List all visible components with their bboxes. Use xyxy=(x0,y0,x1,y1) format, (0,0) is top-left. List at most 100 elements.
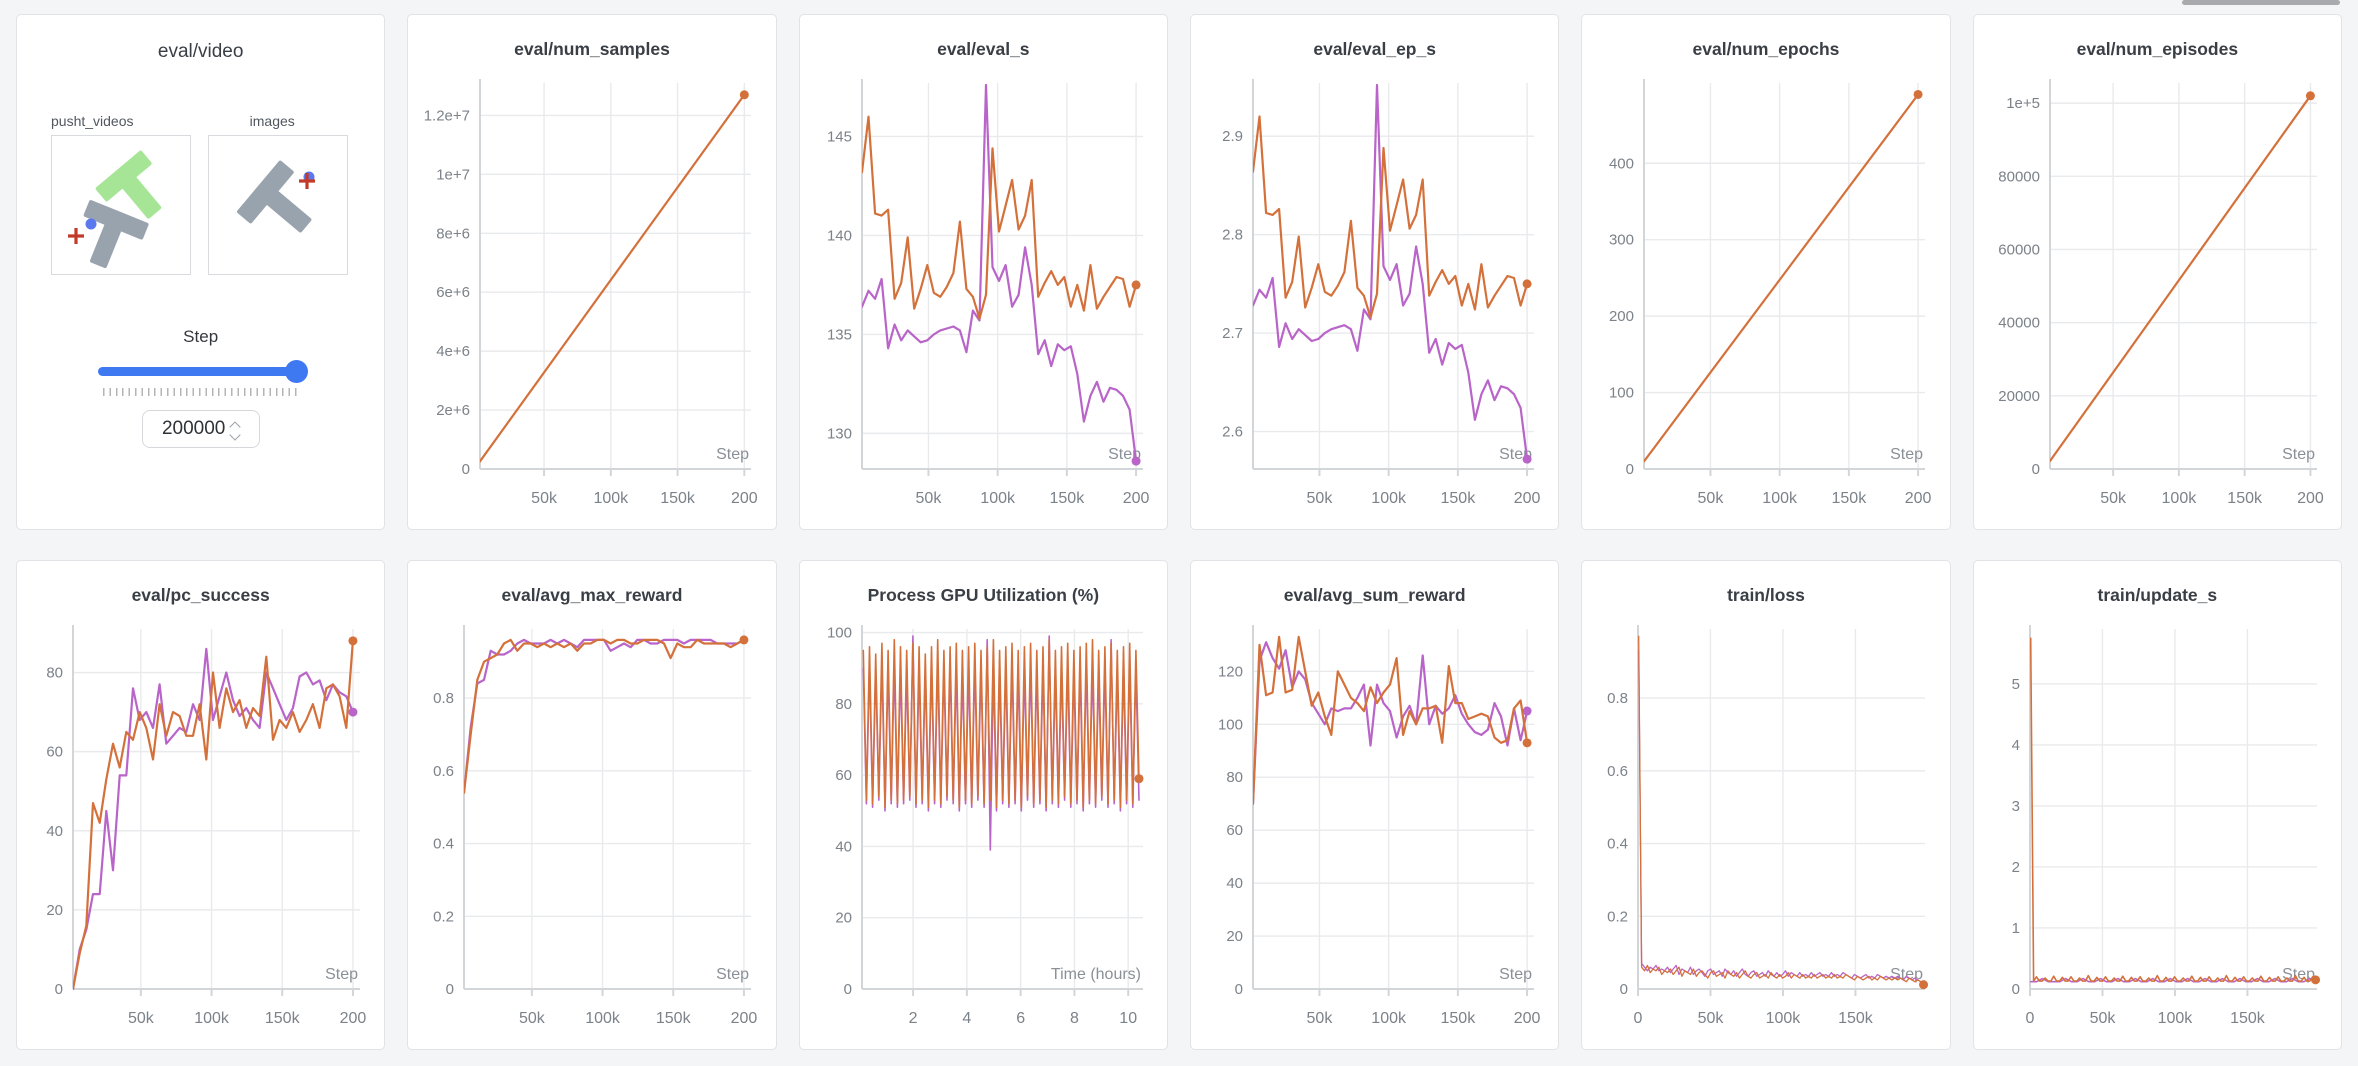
svg-text:140: 140 xyxy=(827,227,852,244)
svg-text:80: 80 xyxy=(1226,769,1243,786)
svg-text:40: 40 xyxy=(46,823,63,840)
step-slider-ticks xyxy=(102,388,299,396)
svg-text:Step: Step xyxy=(1890,446,1923,463)
svg-text:6e+6: 6e+6 xyxy=(437,284,471,301)
svg-text:0.6: 0.6 xyxy=(433,763,454,780)
svg-text:150k: 150k xyxy=(2230,1010,2266,1027)
panel-title: eval/avg_sum_reward xyxy=(1283,585,1466,605)
images-label: images xyxy=(249,113,295,129)
svg-text:50k: 50k xyxy=(915,490,942,507)
svg-text:0.4: 0.4 xyxy=(1607,836,1628,853)
step-value[interactable]: 200000 xyxy=(161,418,226,439)
svg-text:20000: 20000 xyxy=(1998,388,2040,405)
svg-text:50k: 50k xyxy=(1698,1010,1725,1027)
svg-text:20: 20 xyxy=(835,910,852,927)
svg-text:100k: 100k xyxy=(980,490,1016,507)
panel-eval-num-samples: eval/num_samples 0 2e+6 4e+6 6e+6 8e+6 1e+7 1.… xyxy=(407,14,777,530)
svg-text:150k: 150k xyxy=(2227,490,2263,507)
chart-eval-avg-sum-reward[interactable]: 0 20 40 60 80 100 120 50k 100k 150k 200 Step xyxy=(1197,615,1550,1049)
panel-eval-eval-ep-s: eval/eval_ep_s 2.6 2.7 2.8 2.9 50k 100k 150k 20… xyxy=(1190,14,1560,530)
chart-train-update-s[interactable]: 0 1 2 3 4 5 0 50k 100k 150k Step xyxy=(1980,615,2333,1049)
svg-text:50k: 50k xyxy=(1698,490,1725,507)
svg-text:130: 130 xyxy=(827,425,852,442)
svg-text:1.2e+7: 1.2e+7 xyxy=(424,107,470,124)
svg-text:150k: 150k xyxy=(656,1010,692,1027)
svg-text:0.8: 0.8 xyxy=(433,690,454,707)
svg-text:400: 400 xyxy=(1609,155,1634,172)
images-thumbnail[interactable] xyxy=(208,135,348,275)
svg-text:Step: Step xyxy=(1499,966,1532,983)
pusht-videos-label: pusht_videos xyxy=(51,113,134,129)
svg-text:5: 5 xyxy=(2011,676,2019,693)
svg-text:100k: 100k xyxy=(1371,1010,1407,1027)
panel-grid: eval/video pusht_videos images xyxy=(16,14,2342,1050)
svg-text:300: 300 xyxy=(1609,232,1634,249)
chart-gpu-utilization[interactable]: 0 20 40 60 80 100 2 4 6 8 10 Time (hours) xyxy=(806,615,1159,1049)
chart-train-loss[interactable]: 0 0.2 0.4 0.6 0.8 0 50k 100k 150k Step xyxy=(1588,615,1941,1049)
svg-text:50k: 50k xyxy=(2089,1010,2116,1027)
panel-title: Process GPU Utilization (%) xyxy=(867,585,1100,605)
svg-text:200: 200 xyxy=(1514,1010,1541,1027)
step-slider-label: Step xyxy=(183,327,219,346)
svg-text:100: 100 xyxy=(827,625,852,642)
svg-text:150k: 150k xyxy=(661,490,697,507)
step-slider-thumb[interactable] xyxy=(284,360,308,383)
svg-text:100k: 100k xyxy=(2161,490,2197,507)
svg-text:100k: 100k xyxy=(1371,490,1407,507)
svg-text:200: 200 xyxy=(2297,490,2324,507)
svg-text:200: 200 xyxy=(731,1010,758,1027)
svg-text:2.7: 2.7 xyxy=(1222,325,1243,342)
svg-text:50k: 50k xyxy=(1307,490,1334,507)
svg-text:50k: 50k xyxy=(1307,1010,1334,1027)
svg-text:200: 200 xyxy=(340,1010,367,1027)
panel-title: eval/eval_ep_s xyxy=(1313,39,1436,59)
svg-text:4: 4 xyxy=(2011,737,2019,754)
chart-eval-num-episodes[interactable]: 0 20000 40000 60000 80000 1e+5 50k 100k 150k 200 S… xyxy=(1980,69,2333,529)
svg-text:80000: 80000 xyxy=(1998,168,2040,185)
chart-eval-avg-max-reward[interactable]: 0 0.2 0.4 0.6 0.8 50k 100k 150k 200 Step xyxy=(414,615,767,1049)
chart-eval-pc-success[interactable]: 0 20 40 60 80 50k 100k 150k 200 Step xyxy=(23,615,376,1049)
panel-eval-avg-max-reward: eval/avg_max_reward 0 0.2 0.4 0.6 0.8 50k 100k… xyxy=(407,560,777,1050)
panel-eval-pc-success: eval/pc_success 0 20 40 60 80 50k 100k 150k 200 S… xyxy=(16,560,386,1050)
pusht-video-thumbnail[interactable] xyxy=(51,135,191,275)
panel-title: eval/num_episodes xyxy=(2076,39,2239,59)
svg-text:1: 1 xyxy=(2011,920,2019,937)
svg-text:150k: 150k xyxy=(1049,490,1085,507)
svg-text:200: 200 xyxy=(1609,308,1634,325)
horizontal-scrollbar[interactable] xyxy=(2182,0,2340,5)
chart-eval-num-samples[interactable]: 0 2e+6 4e+6 6e+6 8e+6 1e+7 1.2e+7 50k 100k 150k 20… xyxy=(414,69,767,529)
thumbnails-row xyxy=(51,135,384,275)
svg-text:60000: 60000 xyxy=(1998,241,2040,258)
step-slider[interactable] xyxy=(97,359,308,385)
svg-text:4e+6: 4e+6 xyxy=(437,343,471,360)
panel-gpu-utilization: Process GPU Utilization (%) 0 20 40 60 80 100… xyxy=(798,560,1168,1050)
svg-text:145: 145 xyxy=(827,128,852,145)
svg-text:Step: Step xyxy=(325,966,358,983)
svg-text:2: 2 xyxy=(2011,859,2019,876)
panel-eval-avg-sum-reward: eval/avg_sum_reward 0 20 40 60 80 100 120 50k 10… xyxy=(1190,560,1560,1050)
step-slider-track[interactable] xyxy=(97,367,304,376)
svg-text:100k: 100k xyxy=(194,1010,230,1027)
svg-text:0: 0 xyxy=(462,461,470,478)
chart-eval-num-epochs[interactable]: 0 100 200 300 400 50k 100k 150k 200 Step xyxy=(1588,69,1941,529)
step-value-input[interactable]: 200000 xyxy=(141,410,260,448)
svg-text:0: 0 xyxy=(55,981,63,998)
svg-text:8: 8 xyxy=(1070,1010,1079,1027)
panel-title: train/loss xyxy=(1727,585,1805,605)
panel-eval-num-epochs: eval/num_epochs 0 100 200 300 400 50k 100k 150k… xyxy=(1581,14,1951,530)
svg-text:0: 0 xyxy=(843,981,851,998)
svg-text:8e+6: 8e+6 xyxy=(437,225,471,242)
chart-eval-eval-ep-s[interactable]: 2.6 2.7 2.8 2.9 50k 100k 150k 200 Step xyxy=(1197,69,1550,529)
svg-text:50k: 50k xyxy=(128,1010,155,1027)
panel-eval-num-episodes: eval/num_episodes 0 20000 40000 60000 80000 1… xyxy=(1972,14,2342,530)
svg-text:100k: 100k xyxy=(594,490,630,507)
panel-train-update-s: train/update_s 0 1 2 3 4 5 0 50k 100k 150k Step xyxy=(1972,560,2342,1050)
svg-text:150k: 150k xyxy=(1832,490,1868,507)
chevron-down-icon[interactable] xyxy=(229,428,242,441)
svg-text:100: 100 xyxy=(1218,716,1243,733)
svg-text:60: 60 xyxy=(1226,822,1243,839)
chart-eval-eval-s[interactable]: 130 135 140 145 50k 100k 150k 200 Step xyxy=(806,69,1159,529)
svg-text:40: 40 xyxy=(1226,875,1243,892)
svg-text:Time (hours): Time (hours) xyxy=(1051,966,1141,983)
svg-text:60: 60 xyxy=(835,767,852,784)
